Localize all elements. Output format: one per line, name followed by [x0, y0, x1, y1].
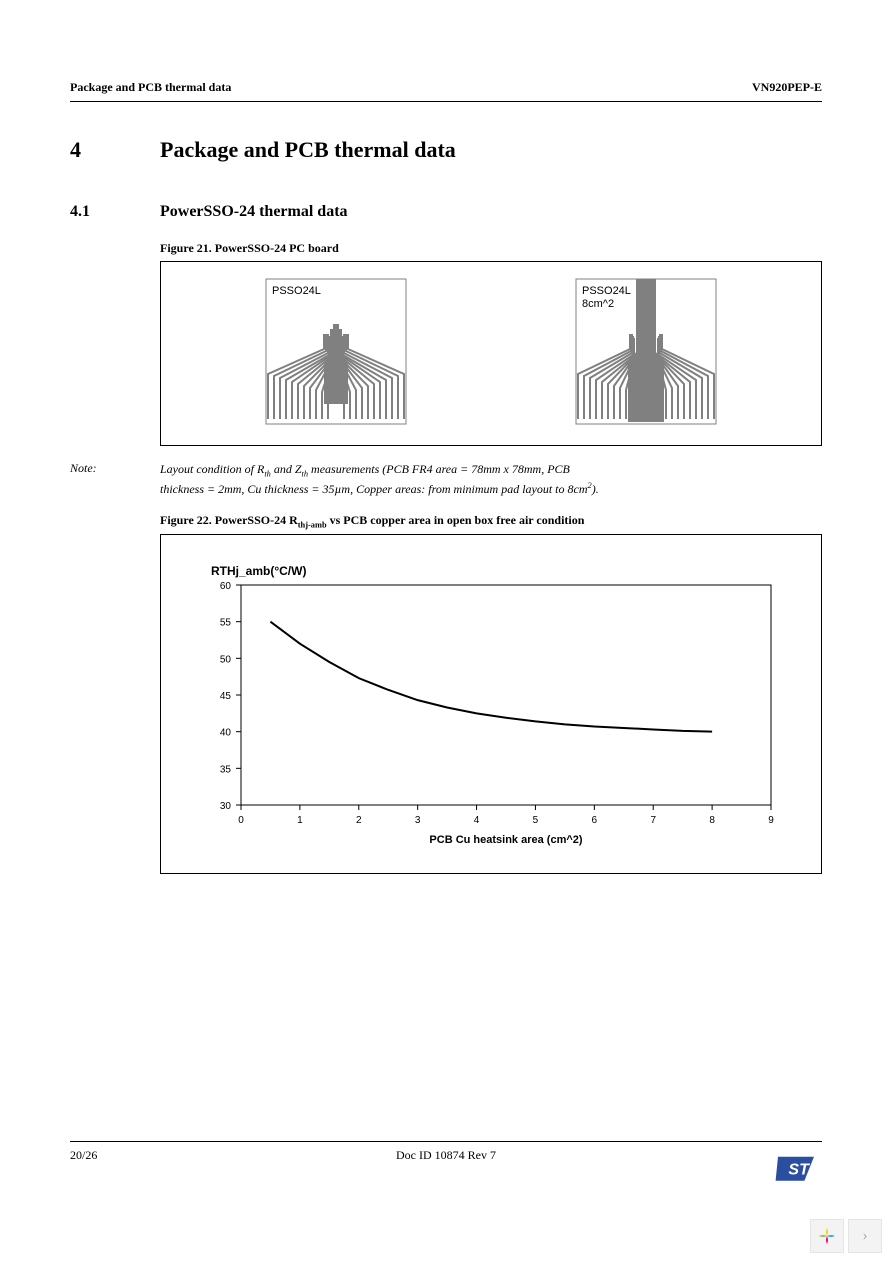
svg-text:40: 40	[220, 728, 232, 739]
svg-text:30: 30	[220, 801, 232, 812]
svg-text:4: 4	[474, 815, 480, 826]
subsection-heading: 4.1 PowerSSO-24 thermal data	[70, 203, 822, 221]
svg-text:35: 35	[220, 765, 232, 776]
note-row: Note: Layout condition of Rth and Zth me…	[70, 461, 822, 498]
svg-text:55: 55	[220, 618, 232, 629]
figure22-chart: RTHj_amb(°C/W)303540455055600123456789PC…	[160, 534, 822, 874]
pcb-left-diagram: PSSO24L	[236, 274, 436, 434]
svg-text:3: 3	[415, 815, 421, 826]
svg-text:6: 6	[592, 815, 598, 826]
svg-text:1: 1	[297, 815, 303, 826]
svg-text:7: 7	[650, 815, 656, 826]
pcb-right-label2: 8cm^2	[582, 298, 614, 310]
nav-next-button[interactable]: ›	[848, 1219, 882, 1253]
note-label: Note:	[70, 461, 160, 498]
svg-text:60: 60	[220, 581, 232, 592]
page-header: Package and PCB thermal data VN920PEP-E	[70, 80, 822, 102]
svg-text:ST: ST	[788, 1161, 810, 1178]
doc-id: Doc ID 10874 Rev 7	[70, 1148, 822, 1163]
svg-text:PCB Cu heatsink area (cm^2): PCB Cu heatsink area (cm^2)	[429, 834, 582, 846]
section-number: 4	[70, 137, 160, 163]
pcb-right-label1: PSSO24L	[582, 285, 631, 297]
figure22-caption: Figure 22. PowerSSO-24 Rthj-amb vs PCB c…	[160, 513, 822, 529]
subsection-title: PowerSSO-24 thermal data	[160, 203, 348, 221]
subsection-number: 4.1	[70, 203, 160, 221]
header-left: Package and PCB thermal data	[70, 80, 231, 95]
svg-text:5: 5	[533, 815, 539, 826]
page-footer: 20/26 Doc ID 10874 Rev 7 ST	[70, 1141, 822, 1188]
pcb-right-diagram: PSSO24L 8cm^2	[546, 274, 746, 434]
section-title: Package and PCB thermal data	[160, 137, 456, 163]
chevron-right-icon: ›	[862, 1227, 867, 1245]
note-text: Layout condition of Rth and Zth measurem…	[160, 461, 822, 498]
svg-text:9: 9	[768, 815, 774, 826]
svg-text:2: 2	[356, 815, 362, 826]
nav-logo-button[interactable]	[810, 1219, 844, 1253]
figure21-box: PSSO24L	[160, 261, 822, 446]
nav-bar: ›	[810, 1219, 882, 1253]
svg-text:45: 45	[220, 691, 232, 702]
pcb-left-label: PSSO24L	[272, 285, 321, 297]
figure21-caption: Figure 21. PowerSSO-24 PC board	[160, 241, 822, 256]
header-right: VN920PEP-E	[752, 80, 822, 95]
svg-text:0: 0	[238, 815, 244, 826]
svg-text:RTHj_amb(°C/W): RTHj_amb(°C/W)	[211, 564, 306, 578]
svg-text:50: 50	[220, 655, 232, 666]
svg-text:8: 8	[709, 815, 715, 826]
thermal-chart: RTHj_amb(°C/W)303540455055600123456789PC…	[171, 555, 791, 855]
section-heading: 4 Package and PCB thermal data	[70, 137, 822, 163]
